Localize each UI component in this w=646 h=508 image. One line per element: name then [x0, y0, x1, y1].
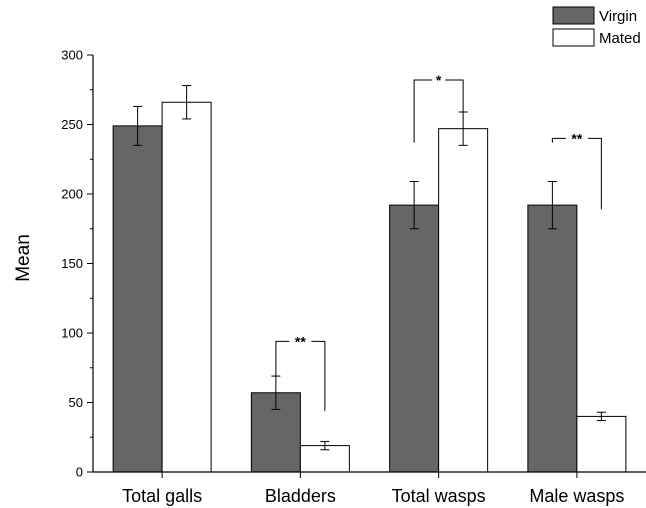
- y-tick-label: 250: [61, 117, 83, 132]
- bar-virgin-3: [527, 204, 578, 473]
- bar-mated-0: [161, 101, 212, 473]
- y-tick-label: 100: [61, 326, 83, 341]
- y-tick-label: 300: [61, 48, 83, 63]
- bar-virgin-0: [112, 125, 163, 473]
- significance-bracket: [551, 137, 602, 210]
- bars-layer: [112, 101, 627, 473]
- error-bars-layer: [133, 85, 606, 451]
- legend: Virgin Mated: [552, 6, 641, 47]
- legend-swatch-virgin: [552, 6, 595, 25]
- axes: Total galls Bladders Total wasps Male wasps…: [61, 48, 646, 506]
- significance-layer: *****: [275, 72, 602, 411]
- bar-mated-3: [576, 415, 627, 473]
- legend-swatch-mated: [552, 28, 595, 47]
- y-tick-label: 150: [61, 256, 83, 271]
- y-tick-label: 50: [69, 395, 83, 410]
- y-axis-title: Mean: [13, 234, 34, 282]
- legend-label-virgin: Virgin: [599, 8, 637, 25]
- x-tick-label: Total galls: [122, 486, 202, 506]
- significance-label-background: [432, 77, 446, 84]
- significance-label: *: [436, 72, 442, 88]
- x-tick-label: Bladders: [265, 486, 336, 506]
- bar-mated-2: [438, 128, 489, 473]
- significance-label-background: [565, 135, 588, 142]
- y-tick-label: 200: [61, 187, 83, 202]
- significance-label-background: [289, 338, 312, 345]
- x-tick-label: Total wasps: [392, 486, 486, 506]
- legend-label-mated: Mated: [599, 30, 641, 47]
- significance-label: **: [295, 333, 306, 349]
- significance-label: **: [571, 130, 582, 146]
- x-tick-label: Male wasps: [529, 486, 624, 506]
- y-tick-label: 0: [76, 465, 83, 480]
- bar-virgin-2: [389, 204, 440, 473]
